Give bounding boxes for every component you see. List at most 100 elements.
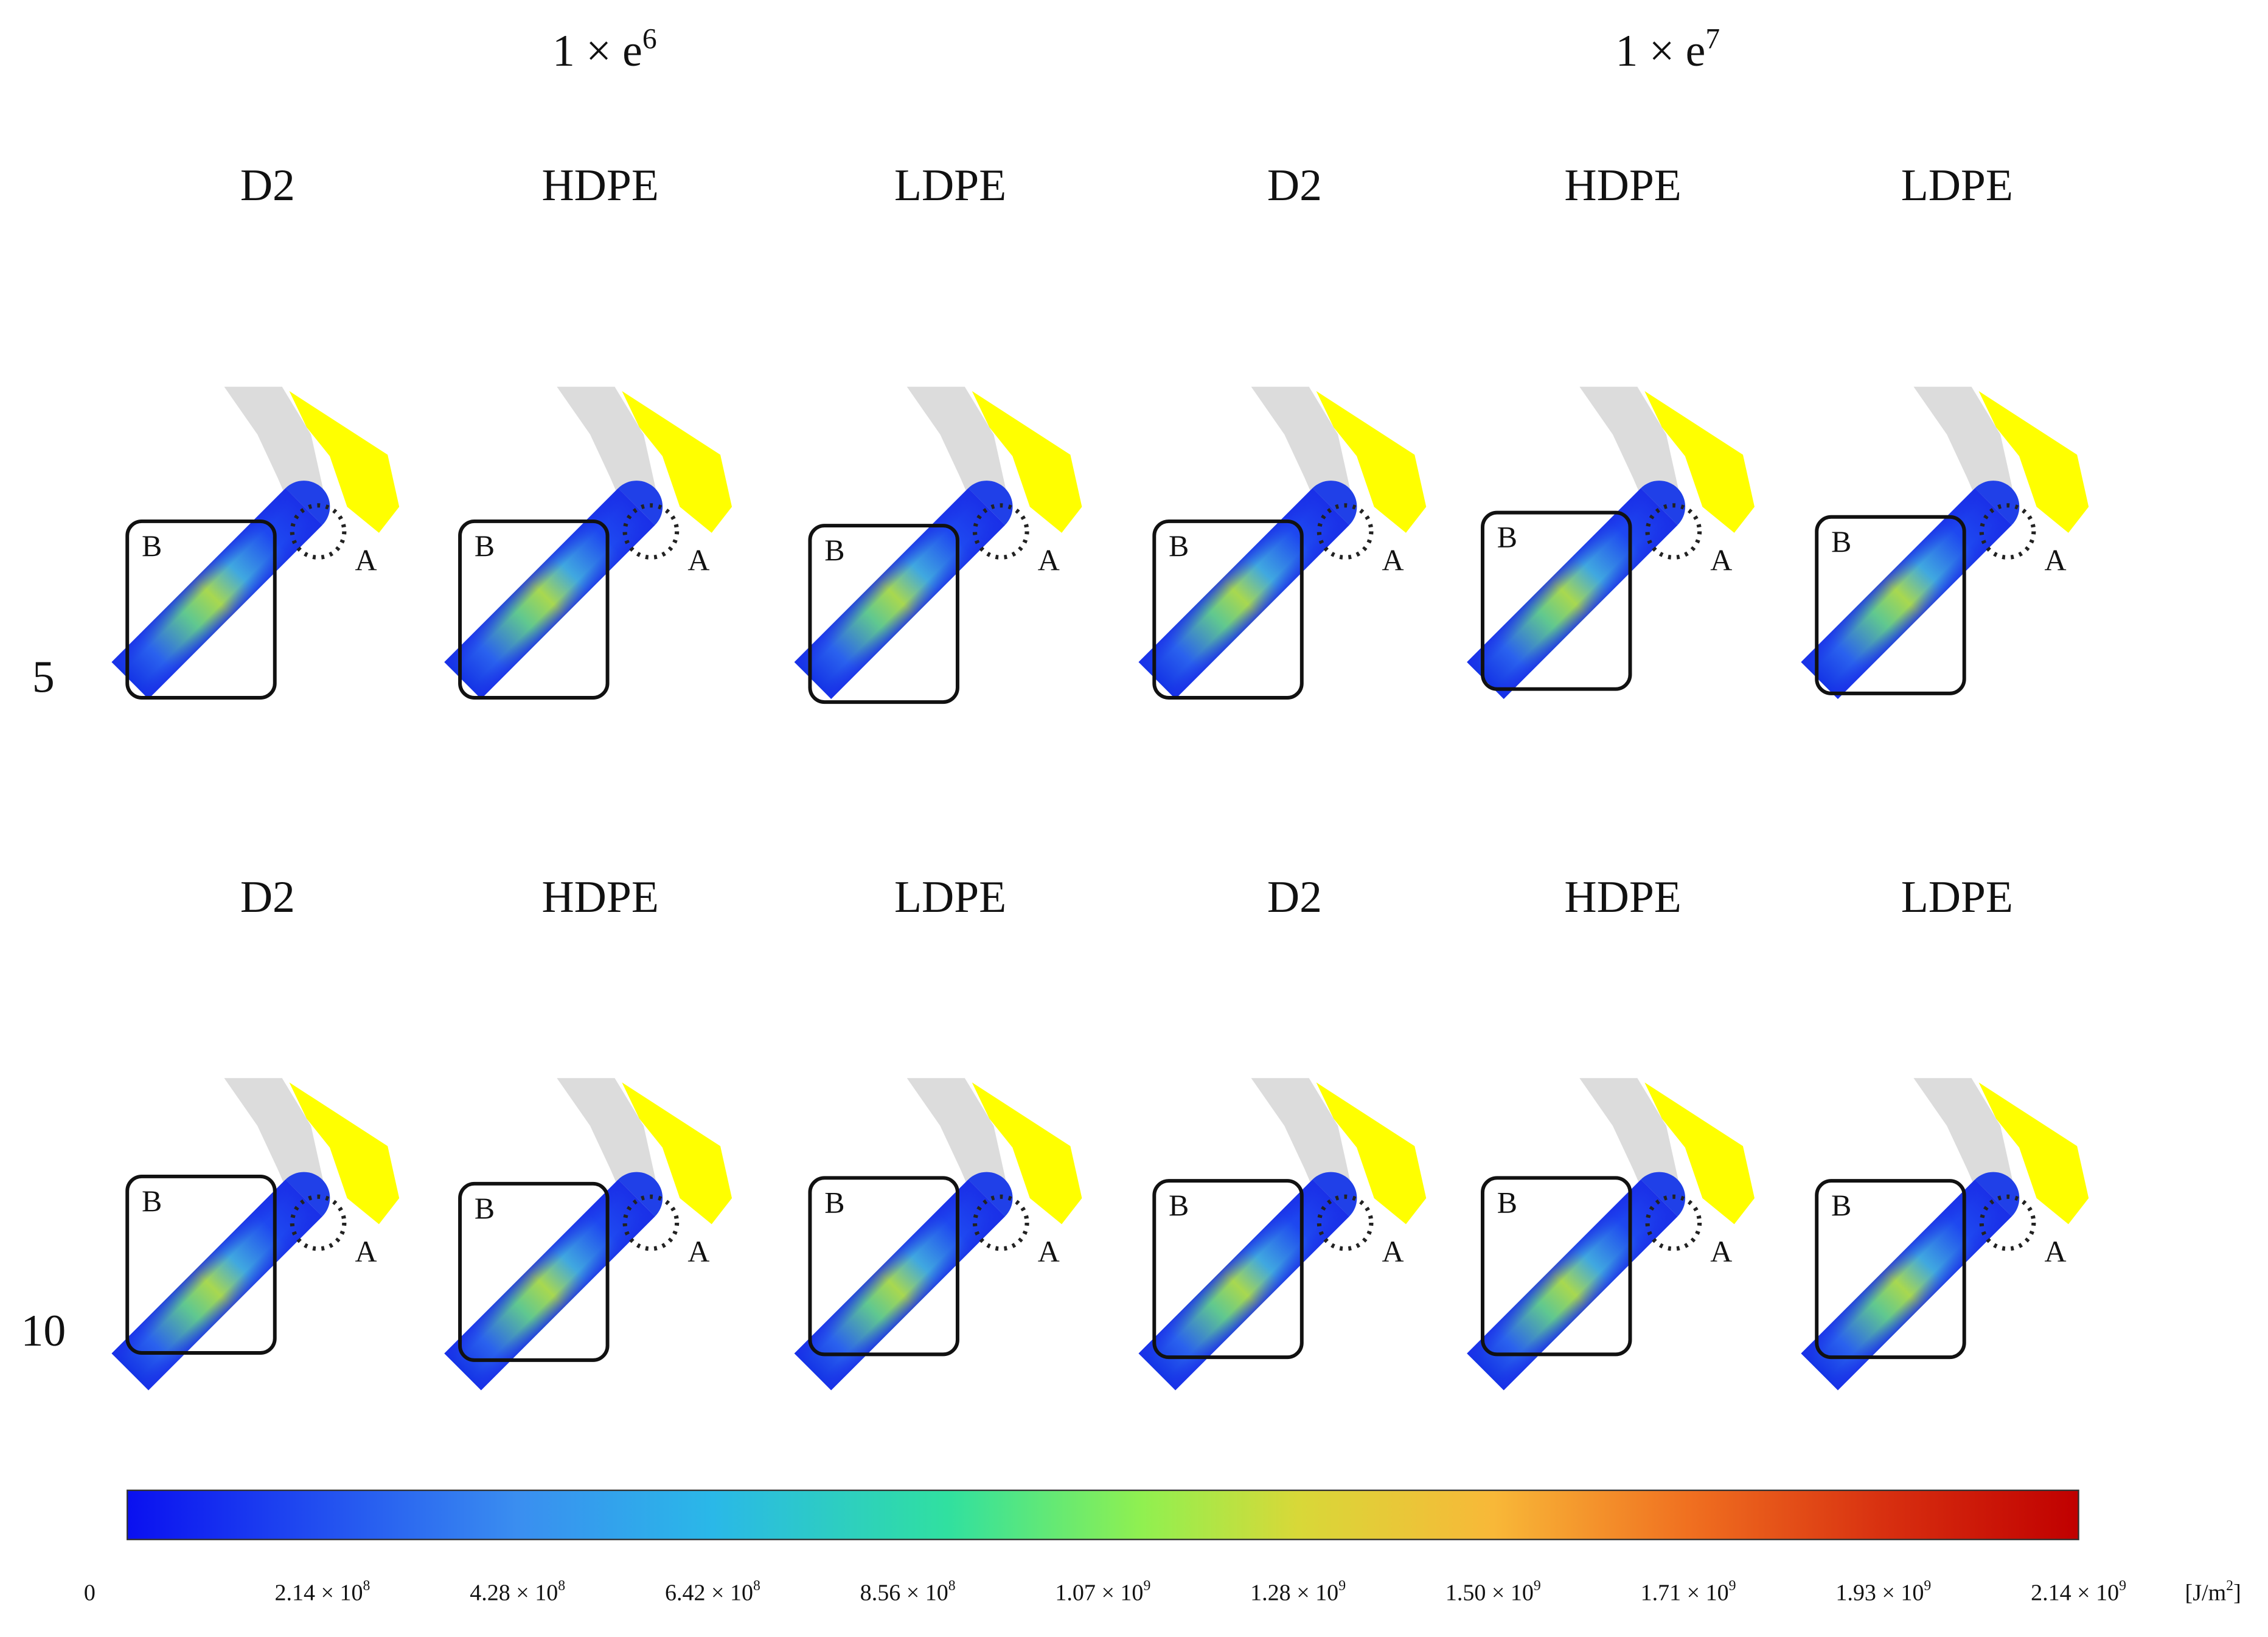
region-circle	[972, 503, 1029, 560]
implant-yellow	[1978, 1082, 2089, 1225]
simulation-panel: BA	[1801, 1078, 2089, 1391]
region-circle	[290, 503, 347, 560]
stress-bar	[111, 481, 330, 699]
stress-bar	[444, 1172, 663, 1391]
stress-bar	[1138, 1172, 1357, 1391]
material-label: HDPE	[541, 872, 658, 922]
bar-tip	[1975, 481, 2020, 526]
colorbar-tick-label: 1.50 × 109	[1445, 1578, 1541, 1606]
tick-mantissa: 4.28 × 10	[470, 1580, 558, 1606]
region-box	[458, 1181, 610, 1362]
colorbar-tick-label: 4.28 × 108	[470, 1578, 565, 1606]
tick-mantissa: 1.50 × 10	[1445, 1580, 1534, 1606]
bar-shade	[1801, 1180, 2012, 1391]
stress-bar	[1801, 481, 2020, 699]
bar-tip	[1975, 1172, 2020, 1217]
header-base: 1 × e	[1615, 26, 1705, 75]
circle-label: A	[2044, 544, 2066, 577]
box-label: B	[1831, 525, 1851, 558]
box-label: B	[1497, 521, 1517, 554]
stress-bar	[794, 1172, 1013, 1391]
bar-tip	[285, 1172, 330, 1217]
colorbar-tick-label: 6.42 × 108	[665, 1578, 760, 1606]
stress-bar	[1467, 481, 1686, 699]
tick-mantissa: 1.93 × 10	[1835, 1580, 1924, 1606]
tick-mantissa: 0	[84, 1580, 96, 1606]
region-circle	[1645, 503, 1702, 560]
tick-exp: 9	[2119, 1578, 2126, 1594]
tick-exp: 8	[558, 1578, 565, 1594]
group-header: 1 × e6	[552, 23, 657, 75]
box-label: B	[824, 1186, 844, 1219]
bar-tip	[1312, 481, 1357, 526]
tick-mantissa: 1.07 × 10	[1055, 1580, 1143, 1606]
colorbar-tick-label: 0	[84, 1580, 96, 1606]
implant-yellow	[289, 391, 400, 533]
simulation-panel: BA	[794, 1078, 1082, 1391]
bar-shade	[444, 1180, 655, 1391]
tick-mantissa: 1.28 × 10	[1250, 1580, 1338, 1606]
region-box	[1481, 510, 1632, 691]
bar-shade	[111, 488, 322, 699]
box-label: B	[1169, 1189, 1189, 1222]
colorbar-tick-label: 2.14 × 108	[274, 1578, 370, 1606]
tick-mantissa: 8.56 × 10	[860, 1580, 948, 1606]
stress-bar	[1801, 1172, 2020, 1391]
material-label: D2	[240, 872, 295, 922]
stress-bar	[444, 481, 663, 699]
material-label: LDPE	[894, 160, 1006, 210]
circle-label: A	[355, 544, 377, 577]
circle-label: A	[687, 1235, 709, 1268]
material-label: HDPE	[1564, 872, 1681, 922]
box-label: B	[1831, 1189, 1851, 1222]
circle-label: A	[2044, 1235, 2066, 1268]
tick-exp: 8	[753, 1578, 760, 1594]
material-label: D2	[1267, 160, 1322, 210]
simulation-panel: BA	[444, 1078, 732, 1391]
region-box	[1815, 1179, 1966, 1360]
bar-tip	[618, 1172, 663, 1217]
region-box	[125, 519, 277, 700]
tick-exp: 8	[948, 1578, 956, 1594]
row-label: 5	[32, 652, 55, 701]
stress-bar	[794, 481, 1013, 699]
colorbar	[127, 1489, 2079, 1540]
box-label: B	[1169, 529, 1189, 563]
box-label: B	[824, 534, 844, 567]
tick-exp: 9	[1729, 1578, 1736, 1594]
bar-shade	[1138, 1180, 1349, 1391]
bar-tip	[285, 481, 330, 526]
circle-label: A	[1038, 1235, 1060, 1268]
implant-yellow	[1316, 1082, 1427, 1225]
simulation-panel: BA	[1138, 1078, 1427, 1391]
circle-label: A	[1382, 544, 1404, 577]
box-label: B	[475, 529, 495, 563]
implant-yellow	[289, 1082, 400, 1225]
colorbar-tick-label: 2.14 × 109	[2031, 1578, 2126, 1606]
circle-label: A	[1382, 1235, 1404, 1268]
bar-tip	[1312, 1172, 1357, 1217]
tick-mantissa: 2.14 × 10	[274, 1580, 363, 1606]
tick-mantissa: 2.14 × 10	[2031, 1580, 2119, 1606]
material-label: LDPE	[894, 872, 1006, 922]
implant-yellow	[1644, 1082, 1755, 1225]
tick-exp: 9	[1534, 1578, 1541, 1594]
colorbar-tick-label: 1.71 × 109	[1641, 1578, 1736, 1606]
bar-tip	[968, 1172, 1013, 1217]
material-label: LDPE	[1901, 160, 2013, 210]
region-box	[125, 1174, 277, 1355]
region-box	[1152, 1179, 1304, 1360]
region-box	[808, 524, 959, 704]
stress-bar	[1467, 1172, 1686, 1391]
circle-label: A	[1710, 544, 1732, 577]
colorbar-tick-label: 1.28 × 109	[1250, 1578, 1346, 1606]
tick-exp: 9	[1338, 1578, 1346, 1594]
circle-label: A	[355, 1235, 377, 1268]
material-label: D2	[1267, 872, 1322, 922]
stress-bar	[111, 1172, 330, 1391]
region-circle	[1645, 1194, 1702, 1251]
